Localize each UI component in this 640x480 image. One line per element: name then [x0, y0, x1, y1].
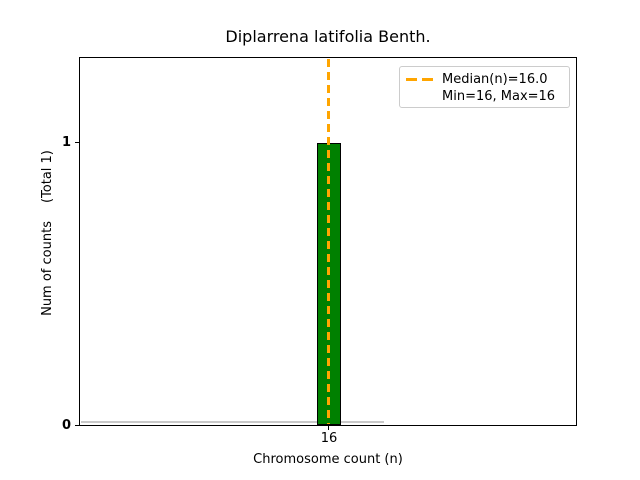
zero-height-bars-baseline	[81, 421, 384, 423]
legend-box: Median(n)=16.0 Min=16, Max=16	[399, 66, 570, 108]
chart-title: Diplarrena latifolia Benth.	[225, 27, 431, 46]
legend-empty-handle	[406, 95, 433, 98]
x-axis-label: Chromosome count (n)	[253, 452, 403, 467]
y-axis-label-main: Num of counts	[40, 221, 55, 316]
y-axis-label: Num of counts (Total 1)	[40, 73, 56, 393]
legend-median-label: Median(n)=16.0	[442, 72, 548, 87]
y-tick-mark-1	[75, 142, 79, 143]
median-dashed-line-icon	[406, 78, 433, 81]
median-dashed-line	[327, 59, 330, 424]
x-tick-label-16: 16	[320, 431, 338, 446]
plot-area	[79, 57, 577, 426]
y-tick-label-0: 0	[61, 418, 71, 433]
legend-row-minmax: Min=16, Max=16	[406, 88, 562, 105]
y-axis-label-total: (Total 1)	[40, 150, 55, 204]
y-tick-label-1: 1	[61, 135, 71, 150]
legend-minmax-label: Min=16, Max=16	[442, 89, 556, 104]
legend-row-median: Median(n)=16.0	[406, 71, 562, 88]
y-tick-mark-0	[75, 425, 79, 426]
x-tick-mark-16	[328, 426, 329, 430]
